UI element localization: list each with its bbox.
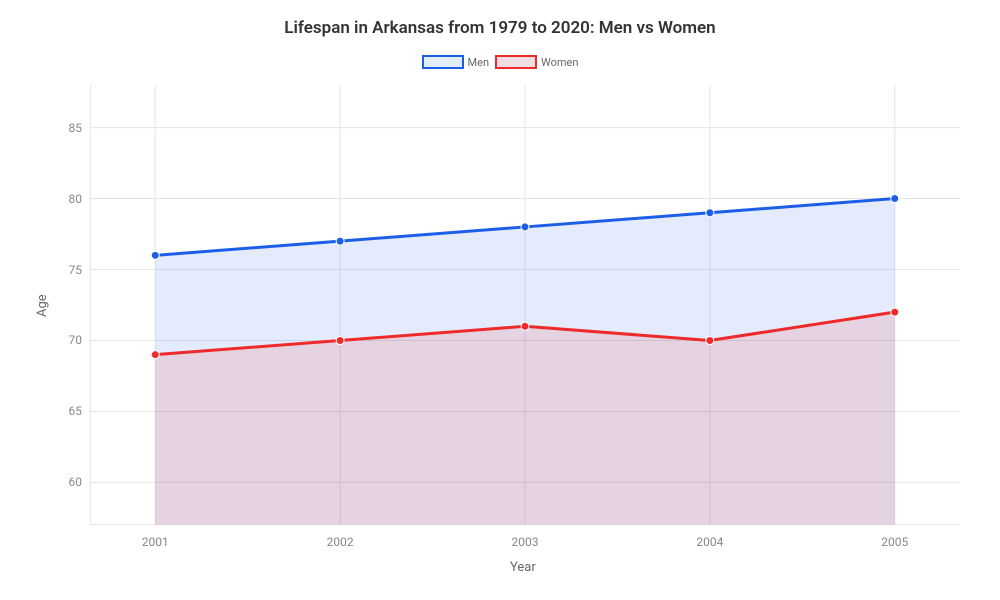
legend-label-women: Women	[541, 56, 578, 69]
y-tick-label: 75	[60, 263, 82, 277]
x-tick-label: 2001	[142, 535, 169, 549]
legend-swatch-women	[495, 55, 537, 69]
legend-item-men: Men	[422, 55, 490, 69]
x-tick-label: 2005	[881, 535, 908, 549]
legend-item-women: Women	[495, 55, 578, 69]
x-tick-label: 2004	[696, 535, 723, 549]
plot-area	[90, 85, 960, 525]
x-axis-label: Year	[510, 560, 536, 575]
x-tick-label: 2003	[512, 535, 539, 549]
chart-svg	[90, 85, 960, 525]
chart-container: Lifespan in Arkansas from 1979 to 2020: …	[0, 0, 1000, 600]
legend-label-men: Men	[468, 56, 490, 69]
y-axis-label: Age	[35, 294, 50, 317]
y-tick-label: 70	[60, 333, 82, 347]
legend: Men Women	[0, 55, 1000, 69]
y-tick-label: 85	[60, 121, 82, 135]
legend-swatch-men	[422, 55, 464, 69]
y-tick-label: 65	[60, 404, 82, 418]
chart-title: Lifespan in Arkansas from 1979 to 2020: …	[0, 18, 1000, 38]
y-tick-label: 60	[60, 475, 82, 489]
x-tick-label: 2002	[327, 535, 354, 549]
y-tick-label: 80	[60, 192, 82, 206]
